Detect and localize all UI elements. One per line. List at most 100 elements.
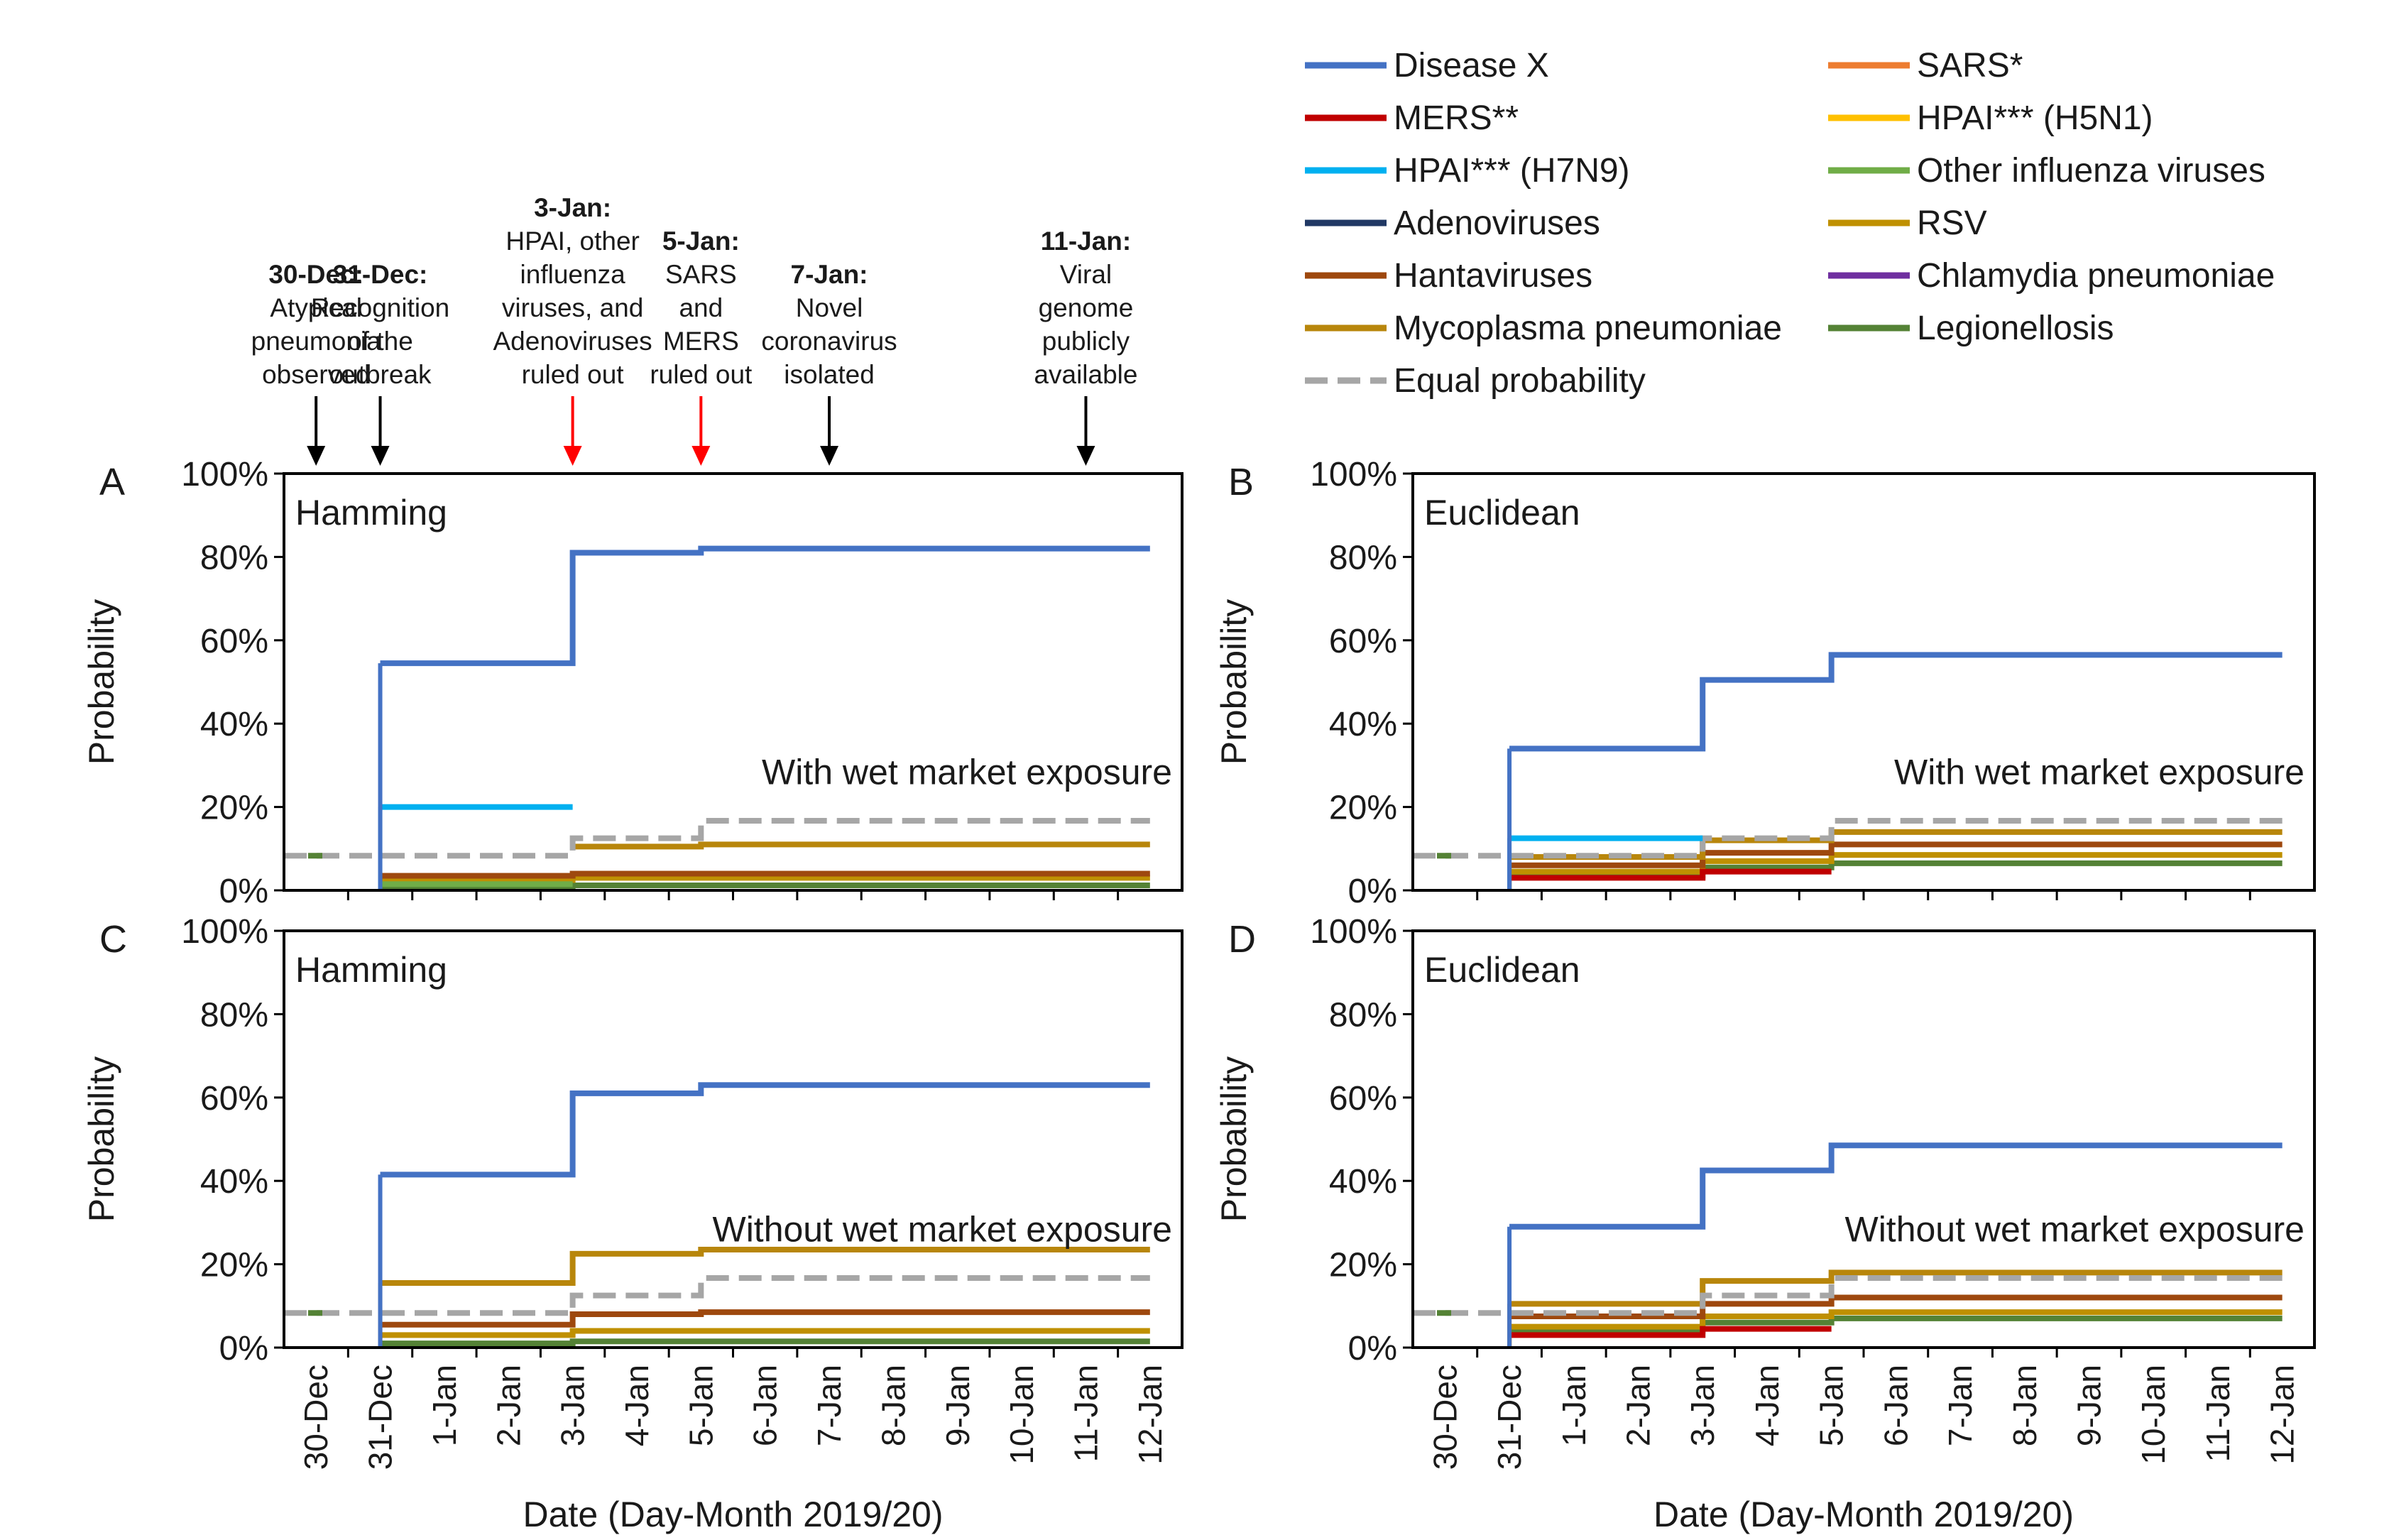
event-text: Novel — [796, 293, 863, 322]
event-text: HPAI, other — [505, 226, 640, 256]
plot-frame — [1411, 929, 2316, 1349]
y-tick-label: 80% — [1329, 996, 1397, 1034]
legend-item-equal-probability: Equal probability — [1305, 362, 1646, 400]
y-tick-label: 80% — [200, 996, 268, 1034]
series-line-mycoplasma-pneumoniae — [572, 841, 1150, 850]
legend-item-hpai-h5n1: HPAI*** (H5N1) — [1828, 99, 2153, 137]
panel-annotation: With wet market exposure — [1894, 752, 2305, 792]
legend-label: HPAI*** (H5N1) — [1917, 99, 2153, 137]
event-11-jan: 11-Jan: Viral genome publicly available — [1034, 226, 1137, 466]
series-line-mers — [1509, 1326, 1832, 1338]
x-tick-label: 2-Jan — [1620, 1365, 1657, 1446]
series-line-disease-x — [380, 545, 1150, 667]
x-tick-label: 1-Jan — [426, 1365, 463, 1446]
event-text: SARS — [665, 260, 737, 289]
y-axis-title: Probability — [82, 1056, 121, 1222]
event-31-dec: 31-Dec: Recognition of the outbreak — [311, 260, 449, 466]
x-tick-label: 8-Jan — [2006, 1365, 2043, 1446]
y-axis-title: Probability — [82, 599, 121, 765]
panel-letter: D — [1228, 918, 1256, 961]
event-text: Atypical — [270, 293, 362, 322]
x-tick-label: 9-Jan — [939, 1365, 976, 1446]
series-line-equal-probability — [284, 817, 1150, 859]
x-axis-title: Date (Day-Month 2019/20) — [523, 1495, 944, 1534]
x-tick-label: 30-Dec — [1426, 1365, 1463, 1470]
legend-item-disease-x: Disease X — [1305, 47, 1549, 84]
y-tick-label: 0% — [1348, 1330, 1397, 1367]
event-30-dec: 30-Dec: Atypical pneumonia observed — [251, 260, 382, 466]
legend-label: Hantaviruses — [1394, 257, 1592, 295]
series-line-disease-x — [380, 1082, 1150, 1178]
y-tick-label: 60% — [1329, 623, 1397, 660]
x-tick-label: 8-Jan — [875, 1365, 912, 1446]
event-arrow-head — [691, 446, 711, 466]
y-tick-label: 0% — [219, 1330, 268, 1367]
y-tick-label: 100% — [1310, 913, 1397, 951]
event-text: available — [1034, 360, 1137, 389]
event-text: MERS — [663, 327, 739, 356]
event-3-jan: 3-Jan: HPAI, other influenza viruses, and Ad… — [493, 193, 652, 466]
event-text: influenza — [520, 260, 626, 289]
event-date: 3-Jan: — [534, 193, 611, 222]
panel-annotation: With wet market exposure — [762, 752, 1172, 792]
event-text: outbreak — [329, 360, 432, 389]
event-date: 5-Jan: — [662, 226, 740, 256]
panel-letter: C — [99, 918, 127, 961]
event-text: of the — [347, 327, 413, 356]
event-text: Adenoviruses — [493, 327, 652, 356]
legend-label: Mycoplasma pneumoniae — [1394, 310, 1782, 347]
legend-label: MERS** — [1394, 99, 1519, 137]
series-line-hantaviruses — [380, 1309, 1150, 1328]
panel-title: Hamming — [295, 493, 447, 533]
panel-b: B 0% 20% 40% 60% 80% 100% Probability Euclidean W… — [1214, 456, 2316, 910]
series-line-hantaviruses — [1509, 1294, 2283, 1319]
legend-item-mers: MERS** — [1305, 99, 1519, 137]
x-tick-label: 6-Jan — [1877, 1365, 1914, 1446]
event-text: genome — [1039, 293, 1134, 322]
event-text: observed — [262, 360, 370, 389]
legend-item-mycoplasma-pneumoniae: Mycoplasma pneumoniae — [1305, 310, 1782, 347]
y-tick-label: 20% — [1329, 790, 1397, 827]
legend-label: Other influenza viruses — [1917, 152, 2265, 190]
legend-label: HPAI*** (H7N9) — [1394, 152, 1630, 190]
panel-letter: B — [1228, 461, 1254, 503]
event-text: viruses, and — [502, 293, 644, 322]
x-tick-label: 10-Jan — [2135, 1365, 2172, 1465]
y-tick-label: 100% — [181, 456, 268, 493]
x-tick-label: 7-Jan — [811, 1365, 848, 1446]
legend-item-hpai-h7n9: HPAI*** (H7N9) — [1305, 152, 1630, 190]
y-tick-label: 40% — [1329, 1163, 1397, 1201]
x-tick-label: 9-Jan — [2071, 1365, 2108, 1446]
x-tick-label: 31-Dec — [362, 1365, 399, 1470]
y-axis-title: Probability — [1214, 1056, 1254, 1222]
series-line-hantaviruses — [380, 870, 1150, 879]
y-tick-label: 20% — [1329, 1247, 1397, 1284]
legend-label: Adenoviruses — [1394, 204, 1600, 242]
y-tick-label: 100% — [181, 913, 268, 951]
event-text: pneumonia — [251, 327, 382, 356]
series-line-equal-probability — [1413, 1274, 2283, 1316]
y-tick-label: 40% — [1329, 706, 1397, 743]
x-tick-label: 1-Jan — [1556, 1365, 1592, 1446]
x-tick-label: 31-Dec — [1491, 1365, 1528, 1470]
legend-item-sars: SARS* — [1828, 47, 2023, 84]
x-tick-label: 11-Jan — [2199, 1365, 2236, 1462]
x-tick-label: 7-Jan — [1942, 1365, 1979, 1446]
event-5-jan: 5-Jan: SARS and MERS ruled out — [650, 226, 753, 466]
y-tick-label: 60% — [200, 1080, 268, 1118]
plot-frame — [283, 472, 1183, 892]
event-arrow-head — [307, 446, 326, 466]
y-tick-label: 80% — [200, 539, 268, 577]
panel-d: D 0% 20% 40% 60% 80% 100% Probability 30-Dec 31-D… — [1214, 913, 2316, 1534]
legend-label: SARS* — [1917, 47, 2023, 84]
x-tick-label: 12-Jan — [2264, 1365, 2301, 1465]
x-tick-label: 5-Jan — [1813, 1365, 1850, 1446]
y-tick-label: 100% — [1310, 456, 1397, 493]
legend-item-legionellosis: Legionellosis — [1828, 310, 2114, 347]
event-text: coronavirus — [761, 327, 897, 356]
y-tick-label: 60% — [200, 623, 268, 660]
x-tick-label: 5-Jan — [682, 1365, 719, 1446]
series-line-disease-x — [1509, 652, 2283, 752]
series-line-rsv — [1509, 852, 2283, 875]
